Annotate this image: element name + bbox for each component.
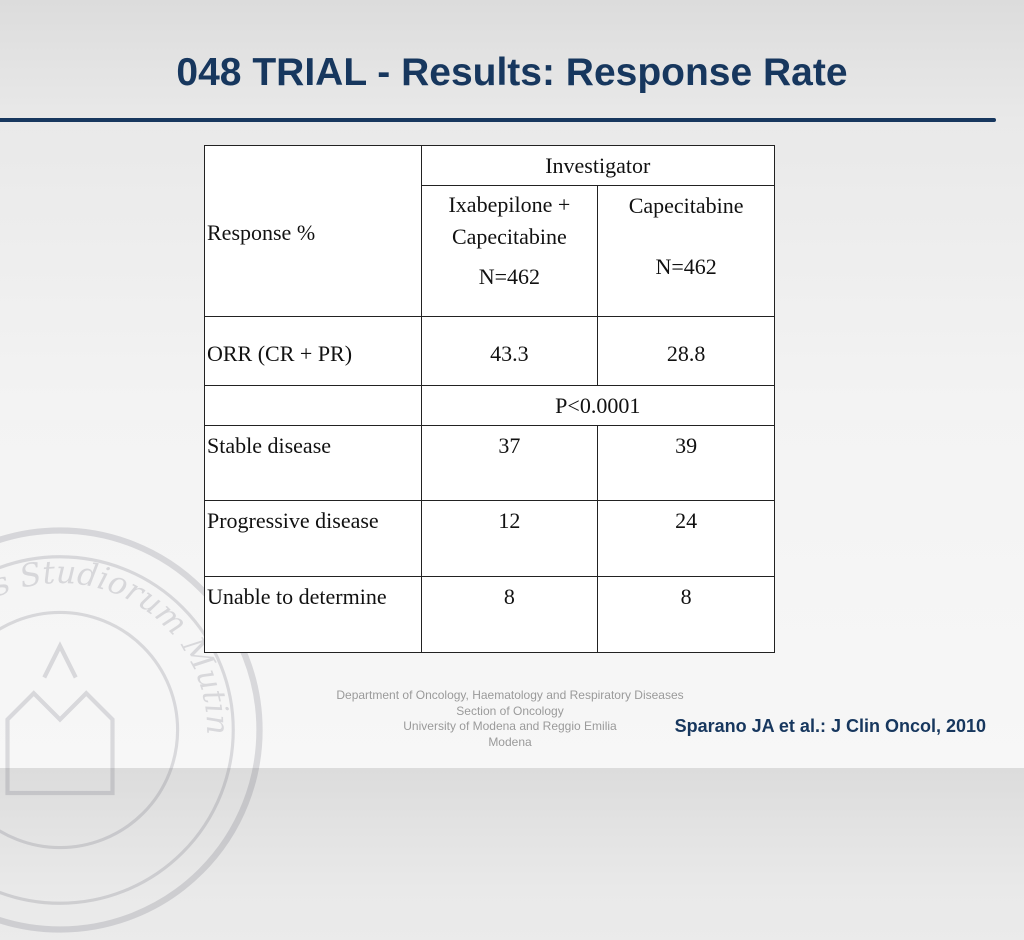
ixabepilone-column-name: Ixabepilone + Capecitabine [448,192,571,249]
response-header: Response % [207,220,316,245]
response-header-cell: Response % [204,145,422,317]
group-header-cell: Investigator [420,145,775,186]
row-value-ixabepilone: 12 [420,500,599,577]
table-row: Progressive disease 12 24 [204,500,775,577]
row-label: Stable disease [204,425,422,501]
row-value-capecitabine: 24 [597,500,775,577]
table-row: Ixabepilone + Capecitabine N=462 Capecit… [205,185,775,317]
row-value-capecitabine: 28.8 [597,316,775,386]
row-label: ORR (CR + PR) [204,316,422,386]
department-line: University of Modena and Reggio Emilia [403,719,617,733]
title-underline [0,118,996,122]
table-row: Response % Investigator [204,145,775,317]
row-label: Progressive disease [204,500,422,577]
table-row: P<0.0001 [204,385,775,426]
department-line: Section of Oncology [456,703,564,718]
table-row: Stable disease 37 39 [204,425,775,501]
row-value-ixabepilone: 43.3 [420,316,599,386]
citation: Sparano JA et al.: J Clin Oncol, 2010 [674,716,986,736]
row-label: Unable to determine [204,576,422,653]
title-area: 048 TRIAL - Results: Response Rate [0,0,1024,122]
capecitabine-column-name: Capecitabine [628,193,744,218]
ixabepilone-n: N=462 [478,264,541,289]
empty-cell [204,385,422,426]
investigator-header: Investigator [545,153,651,178]
ixabepilone-header-cell: Ixabepilone + Capecitabine N=462 [420,185,599,317]
p-value: P<0.0001 [420,385,775,426]
row-value-ixabepilone: 8 [420,576,599,653]
slide-title: 048 TRIAL - Results: Response Rate [176,51,848,94]
capecitabine-n: N=462 [655,254,717,279]
department-line: Department of Oncology, Haematology and … [336,688,684,702]
response-rate-table: Response % Investigator Ixabepilone + Ca… [204,145,775,653]
capecitabine-header-cell: Capecitabine N=462 [597,185,775,317]
department-footer: Department of Oncology, Haematology and … [300,688,720,750]
table-row: ORR (CR + PR) 43.3 28.8 [204,316,775,386]
row-value-capecitabine: 39 [597,425,775,501]
row-value-capecitabine: 8 [597,576,775,653]
row-value-ixabepilone: 37 [420,425,599,501]
department-line: Modena [488,734,532,749]
table-row: Unable to determine 8 8 [204,576,775,653]
university-seal-watermark: Universitas Studiorum Mutinensis et Regi… [0,520,263,933]
